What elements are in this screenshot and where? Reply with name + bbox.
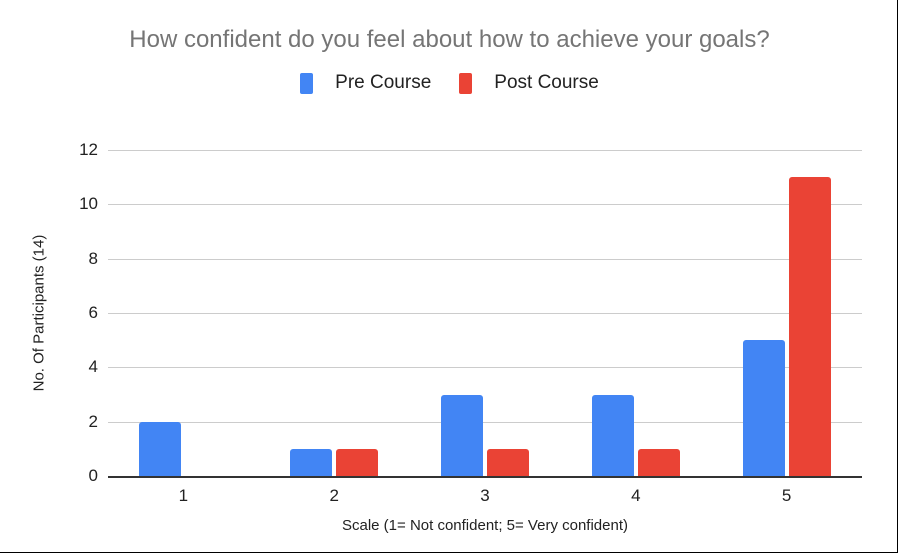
- gridline: [108, 421, 862, 423]
- bar-post-course-3[interactable]: [487, 448, 529, 476]
- bar-pre-course-5[interactable]: [742, 340, 785, 476]
- bar-pre-course-2[interactable]: [290, 448, 333, 476]
- y-tick-label: 10: [79, 194, 98, 214]
- gridline: [108, 204, 862, 206]
- plot-area: 0 2 4 6 8 10 12 1 2 3 4 5: [79, 140, 862, 505]
- legend-label: Pre Course: [335, 72, 432, 93]
- x-tick-label: 2: [329, 486, 339, 505]
- x-tick-label: 4: [631, 486, 641, 505]
- chart-title: How confident do you feel about how to a…: [129, 26, 770, 53]
- x-tick-label: 3: [480, 486, 490, 505]
- y-tick-label: 2: [88, 411, 98, 431]
- gridline: [108, 313, 862, 314]
- y-tick-label: 4: [88, 357, 98, 377]
- bar-post-course-4[interactable]: [637, 448, 680, 476]
- y-axis-label: No. Of Participants (14): [30, 234, 48, 392]
- x-axis-label: Scale (1= Not confident; 5= Very confide…: [341, 517, 628, 534]
- x-tick-label: 1: [178, 486, 189, 505]
- gridline: [108, 258, 862, 260]
- y-tick-label: 6: [88, 303, 98, 322]
- bar-pre-course-3[interactable]: [441, 394, 483, 476]
- legend: Pre Course Post Course: [0, 72, 899, 94]
- bar-pre-course-1[interactable]: [139, 421, 182, 476]
- y-tick-label: 12: [79, 140, 98, 159]
- legend-item-pre-course[interactable]: Pre Course: [300, 72, 431, 94]
- legend-item-post-course[interactable]: Post Course: [459, 72, 599, 94]
- bar-post-course-5[interactable]: [788, 177, 831, 476]
- bar-pre-course-4[interactable]: [591, 394, 634, 476]
- legend-swatch-post-course: [459, 72, 473, 94]
- x-axis-line: [108, 476, 862, 478]
- legend-label: Post Course: [494, 72, 599, 93]
- y-tick-label: 0: [88, 466, 98, 485]
- gridline: [108, 150, 862, 151]
- legend-swatch-pre-course: [300, 72, 314, 94]
- gridline: [108, 367, 862, 369]
- bar-post-course-2[interactable]: [336, 448, 379, 476]
- x-tick-label: 5: [781, 486, 792, 505]
- y-tick-label: 8: [88, 248, 98, 268]
